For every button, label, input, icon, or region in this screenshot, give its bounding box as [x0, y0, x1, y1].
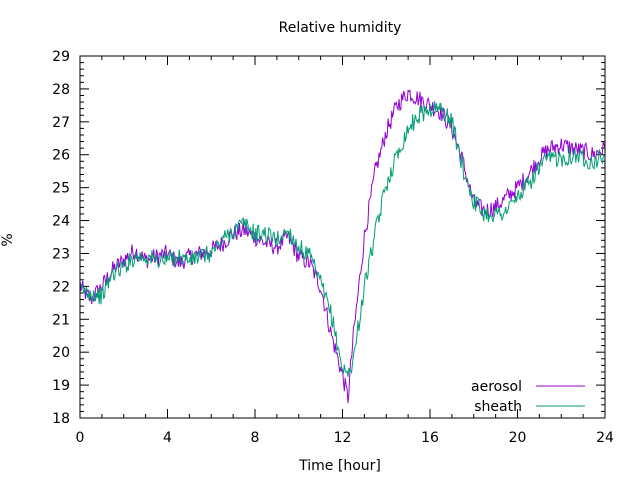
- legend-label-aerosol: aerosol: [471, 379, 522, 395]
- x-tick-label: 4: [163, 430, 172, 446]
- series-line-sheath: [79, 100, 606, 377]
- y-tick-label: 29: [52, 49, 70, 65]
- x-tick-label: 0: [76, 430, 85, 446]
- x-tick-label: 8: [251, 430, 260, 446]
- legend: aerosol sheath: [471, 379, 585, 415]
- y-tick-label: 24: [52, 214, 70, 230]
- y-axis-label: %: [0, 233, 16, 246]
- series-line-aerosol: [79, 89, 606, 404]
- y-tick-label: 19: [52, 378, 70, 394]
- x-tick-label: 12: [334, 430, 352, 446]
- y-tick-label: 21: [52, 312, 70, 328]
- x-axis-label: Time [hour]: [298, 458, 381, 474]
- y-tick-label: 28: [52, 82, 70, 98]
- y-tick-label: 20: [52, 345, 70, 361]
- y-tick-label: 23: [52, 246, 70, 262]
- y-tick-label: 22: [52, 279, 70, 295]
- chart-title: Relative humidity: [279, 20, 402, 36]
- y-tick-label: 18: [52, 411, 70, 427]
- legend-label-sheath: sheath: [474, 399, 522, 415]
- x-tick-label: 16: [421, 430, 439, 446]
- x-tick-label: 20: [509, 430, 527, 446]
- y-tick-label: 25: [52, 181, 70, 197]
- axis-ticks: [79, 55, 606, 419]
- plot-frame: [79, 55, 606, 419]
- tick-labels: 18 19 20 21 22 23 24 25 26 27 28 29 0 4 8 12 16 20 24: [52, 49, 614, 446]
- series-layer: [79, 89, 606, 404]
- y-tick-label: 27: [52, 115, 70, 131]
- x-tick-label: 24: [596, 430, 614, 446]
- y-tick-label: 26: [52, 148, 70, 164]
